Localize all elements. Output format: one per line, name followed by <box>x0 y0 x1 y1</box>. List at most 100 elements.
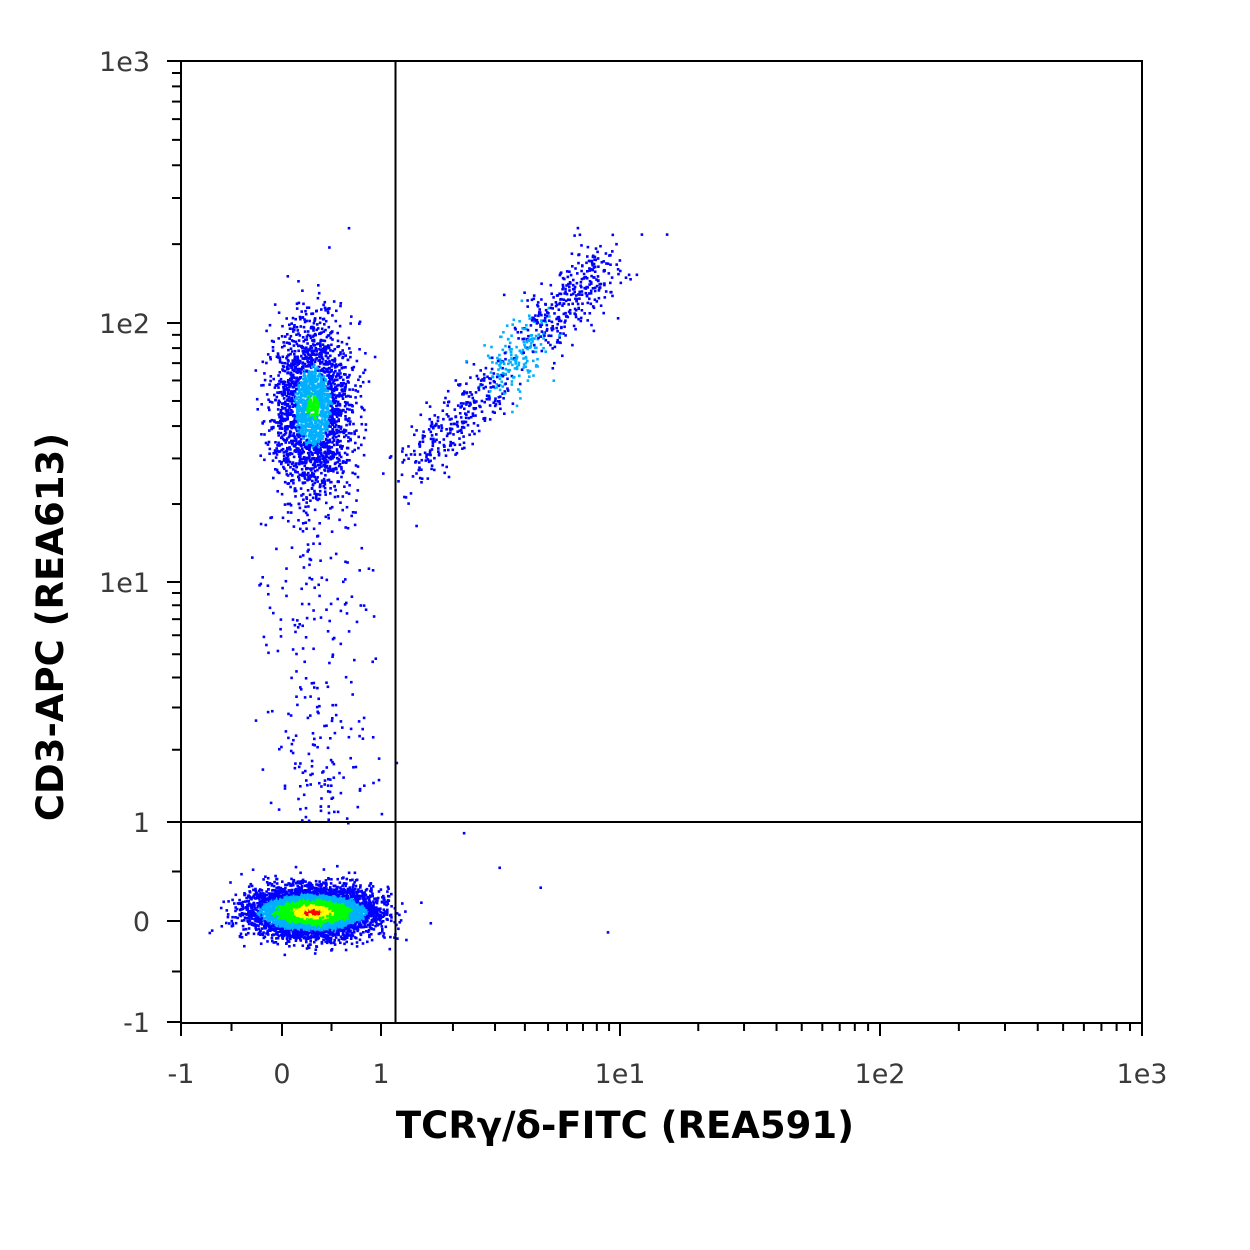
event-dot <box>247 927 251 930</box>
event-dot <box>292 933 296 936</box>
event-dot <box>369 894 372 898</box>
event-dot <box>270 896 273 899</box>
event-dot <box>306 888 309 892</box>
event-dot <box>259 921 263 924</box>
event-dot <box>336 905 339 908</box>
event-dot <box>316 917 320 920</box>
event-dot <box>321 889 325 893</box>
event-dot <box>312 891 316 895</box>
event-dot <box>334 916 338 919</box>
event-dot <box>368 935 371 939</box>
event-dot <box>334 917 338 921</box>
event-dot <box>263 927 266 930</box>
event-dot <box>281 933 284 937</box>
event-dot <box>337 938 341 942</box>
event-dot <box>302 889 305 893</box>
event-dot <box>298 932 301 936</box>
event-dot <box>322 886 326 890</box>
event-dot <box>330 928 334 932</box>
event-dot <box>297 936 300 939</box>
event-dot <box>337 931 340 935</box>
event-dot <box>373 897 376 901</box>
event-dot <box>282 934 286 938</box>
event-dot <box>370 912 374 916</box>
event-dot <box>364 902 368 905</box>
event-dot <box>333 933 337 937</box>
event-dot <box>310 893 313 896</box>
event-dot <box>265 916 269 919</box>
event-dot <box>256 902 259 905</box>
event-dot <box>384 925 388 929</box>
event-dot <box>336 877 339 881</box>
event-dot <box>345 877 349 881</box>
event-dot <box>268 922 271 925</box>
event-dot <box>366 940 369 944</box>
event-dot <box>303 890 307 894</box>
event-dot <box>278 889 281 893</box>
event-dot <box>294 935 297 938</box>
event-dot <box>307 946 311 950</box>
event-dot <box>301 881 304 885</box>
event-dot <box>268 897 271 901</box>
event-dot <box>372 928 376 931</box>
event-dot <box>345 921 349 925</box>
event-dot <box>279 891 283 894</box>
event-dot <box>334 936 338 939</box>
event-dot <box>342 882 346 886</box>
event-dot <box>308 943 311 946</box>
event-dot <box>295 890 298 894</box>
event-dot <box>269 923 273 926</box>
event-dot <box>259 893 262 896</box>
event-dot <box>373 914 377 918</box>
event-dot <box>292 931 296 934</box>
event-dot <box>360 923 363 927</box>
event-dot <box>332 884 336 888</box>
event-dot <box>286 883 289 887</box>
event-dot <box>234 909 237 913</box>
event-dot <box>345 935 349 938</box>
event-dot <box>238 913 241 916</box>
event-dot <box>333 923 336 927</box>
event-dot <box>358 921 362 925</box>
event-dot <box>268 882 272 885</box>
event-dot <box>305 931 309 935</box>
event-dot <box>302 894 305 898</box>
event-dot <box>383 901 386 905</box>
event-dot <box>302 930 306 933</box>
event-dot <box>281 890 285 894</box>
event-dot <box>301 944 305 947</box>
event-dot <box>233 902 236 905</box>
event-dot <box>284 895 287 899</box>
event-dot <box>250 903 253 906</box>
event-dot <box>292 936 296 939</box>
event-dot <box>291 891 295 895</box>
event-dot <box>298 891 301 895</box>
event-dot <box>324 910 327 913</box>
event-dot <box>288 945 291 948</box>
event-dot <box>292 883 295 887</box>
event-dot <box>262 900 265 903</box>
event-dot <box>277 934 281 938</box>
event-dot <box>267 882 270 886</box>
event-dot <box>247 902 251 906</box>
event-dot <box>284 883 287 887</box>
event-dot <box>350 901 353 905</box>
event-dot <box>258 888 262 891</box>
event-dot <box>273 915 276 918</box>
event-dot <box>341 912 344 916</box>
event-dot <box>370 932 373 936</box>
event-dot <box>382 932 386 935</box>
event-dot <box>355 894 359 897</box>
event-dot <box>235 907 239 911</box>
event-dot <box>210 929 214 932</box>
event-dot <box>296 884 299 888</box>
event-dot <box>266 903 270 907</box>
event-dot <box>275 897 279 900</box>
event-dot <box>353 912 356 916</box>
event-dot <box>389 935 392 939</box>
event-dot <box>266 940 269 943</box>
event-dot <box>291 928 294 931</box>
event-dot <box>363 908 366 912</box>
event-dot <box>330 888 333 891</box>
event-dot <box>386 899 390 902</box>
